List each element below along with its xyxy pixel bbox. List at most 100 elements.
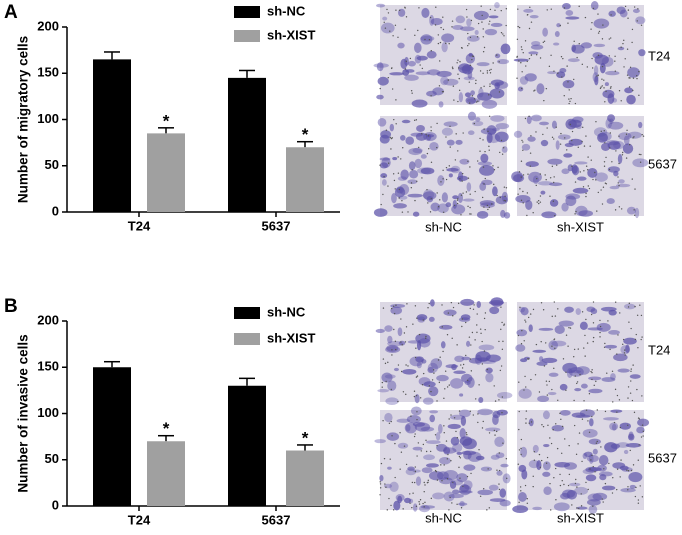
y-tick-label: 150 xyxy=(37,65,59,80)
pore xyxy=(595,179,597,181)
pore xyxy=(552,429,554,431)
pore xyxy=(571,130,574,133)
cell-stain xyxy=(598,455,609,466)
pore xyxy=(546,9,548,11)
cell-stain xyxy=(375,328,385,333)
pore xyxy=(394,24,397,26)
pore xyxy=(573,399,575,402)
cell-stain xyxy=(386,432,400,441)
pore xyxy=(494,9,496,11)
cell-stain xyxy=(381,179,387,186)
significance-mark: * xyxy=(302,428,309,447)
pore xyxy=(637,459,639,461)
pore xyxy=(608,462,610,465)
pore xyxy=(541,424,543,426)
pore xyxy=(444,388,446,390)
pore xyxy=(623,66,625,68)
pore xyxy=(636,74,638,77)
pore xyxy=(430,161,433,164)
cell-stain xyxy=(607,114,616,122)
pore xyxy=(575,478,577,481)
pore xyxy=(453,417,456,419)
cell-stain xyxy=(627,131,642,139)
pore xyxy=(445,166,448,169)
pore xyxy=(404,68,407,70)
pore xyxy=(465,8,468,11)
cell-stain xyxy=(418,377,431,386)
pore xyxy=(467,160,469,162)
pore xyxy=(533,451,536,453)
pore xyxy=(481,196,484,199)
pore xyxy=(518,410,520,413)
cell-stain xyxy=(565,195,577,207)
cell-stain xyxy=(475,117,481,122)
pore xyxy=(593,384,595,387)
pore xyxy=(525,418,527,420)
cell-stain xyxy=(417,167,431,175)
cell-stain xyxy=(547,158,563,165)
pore xyxy=(528,57,531,60)
pore xyxy=(430,126,432,128)
pore xyxy=(576,486,578,488)
pore xyxy=(628,143,631,146)
pore xyxy=(415,347,417,349)
cell-stain xyxy=(547,71,557,75)
cell-stain xyxy=(541,211,557,219)
cell-stain xyxy=(425,440,441,445)
micrograph-background xyxy=(517,116,644,216)
cell-stain xyxy=(414,42,422,54)
pore xyxy=(556,447,559,450)
pore xyxy=(527,13,529,16)
cell-stain xyxy=(466,18,472,27)
pore xyxy=(566,65,568,67)
y-tick-label: 0 xyxy=(52,497,59,512)
cell-stain xyxy=(528,51,539,55)
cell-stain xyxy=(593,18,610,29)
pore xyxy=(426,188,428,191)
pore xyxy=(591,378,593,381)
cell-stain xyxy=(594,75,599,86)
pore xyxy=(553,138,555,140)
cell-stain xyxy=(452,195,459,200)
cell-stain xyxy=(513,130,523,138)
pore xyxy=(589,468,591,470)
pore xyxy=(616,488,618,491)
pore xyxy=(394,340,397,343)
cell-stain xyxy=(494,53,501,59)
cell-stain xyxy=(486,125,497,136)
pore xyxy=(574,482,577,485)
pore xyxy=(422,443,425,446)
cell-stain xyxy=(521,469,528,480)
cell-stain xyxy=(494,436,505,448)
pore xyxy=(519,486,522,488)
pore xyxy=(425,133,427,136)
pore xyxy=(553,338,555,341)
pore xyxy=(493,385,495,387)
pore xyxy=(521,139,523,142)
cell-stain xyxy=(601,142,611,151)
pore xyxy=(415,505,418,508)
pore xyxy=(473,98,476,100)
pore xyxy=(417,442,420,444)
pore xyxy=(551,136,554,139)
cell-stain xyxy=(540,190,546,195)
pore xyxy=(631,399,634,402)
cell-stain xyxy=(382,16,388,21)
pore xyxy=(491,203,493,205)
cell-stain xyxy=(407,466,415,471)
pore xyxy=(603,79,605,81)
cell-stain xyxy=(520,307,529,316)
pore xyxy=(536,177,538,180)
pore xyxy=(496,194,498,197)
cell-stain xyxy=(524,73,537,82)
pore xyxy=(505,457,508,460)
cell-stain xyxy=(458,92,464,103)
cell-stain xyxy=(571,412,586,418)
cell-stain xyxy=(611,423,617,431)
bar xyxy=(93,59,131,212)
cell-stain xyxy=(518,464,527,472)
pore xyxy=(519,306,521,308)
cell-stain xyxy=(566,489,578,500)
pore xyxy=(416,375,419,377)
pore xyxy=(590,313,593,316)
